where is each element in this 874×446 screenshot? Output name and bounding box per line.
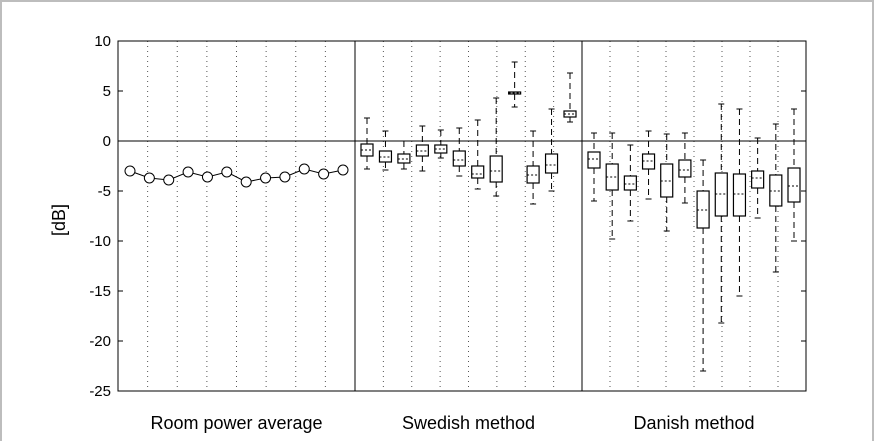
box-plot (415, 125, 429, 172)
box-plot (641, 130, 656, 200)
data-point (318, 168, 330, 180)
box-plot (489, 97, 503, 197)
box (787, 167, 801, 203)
y-tick-label: -25 (89, 383, 111, 400)
box-plot (769, 123, 783, 273)
data-point (221, 166, 233, 178)
y-tick-label: -20 (89, 333, 111, 350)
data-point (337, 164, 349, 176)
box-plot (378, 130, 393, 171)
box-plot (508, 61, 522, 108)
box-plot (751, 137, 765, 219)
panel-label: Swedish method (402, 413, 535, 433)
box (587, 151, 601, 169)
chart: [dB] 10 5 0 -5 -10 -15 -20 -25 Room power averag… (49, 33, 807, 433)
box-plot (360, 117, 374, 170)
box-plot (526, 130, 540, 205)
box-plot (660, 133, 674, 232)
box (544, 153, 559, 174)
y-tick-label: -15 (89, 283, 111, 300)
box-plot (696, 159, 710, 372)
box-plot (714, 103, 728, 324)
y-tick-label: 5 (103, 83, 111, 100)
box (751, 170, 765, 189)
panel-label: Room power average (150, 413, 322, 433)
data-point (182, 166, 194, 178)
box (623, 175, 637, 191)
box-plot (471, 119, 485, 190)
data-point (260, 172, 272, 184)
data-point (163, 174, 175, 186)
y-tick-label: -5 (98, 183, 111, 200)
y-axis-label: [dB] (49, 204, 69, 236)
box-plot (563, 72, 577, 123)
box-plot (732, 108, 747, 297)
box-plot (678, 132, 692, 204)
panel-label: Danish method (633, 413, 754, 433)
data-point (124, 165, 136, 177)
box (732, 173, 747, 217)
series-line (129, 168, 344, 183)
box-plot (605, 132, 619, 240)
y-tick-label: 0 (103, 133, 111, 150)
data-point (240, 176, 252, 188)
data-point (143, 172, 155, 184)
box (489, 155, 503, 183)
data-point (201, 171, 213, 183)
box-plot (544, 108, 559, 192)
box-plot (587, 132, 601, 202)
data-point (298, 163, 310, 175)
box-plot (452, 127, 466, 177)
box-plot (397, 140, 411, 170)
box (678, 159, 692, 178)
data-point (279, 171, 291, 183)
y-tick-label: 10 (94, 33, 111, 50)
plot-border (117, 40, 807, 392)
box-plot (623, 144, 637, 222)
box (452, 150, 466, 167)
box-plot (787, 108, 801, 242)
box-plot (434, 129, 448, 159)
y-tick-label: -10 (89, 233, 111, 250)
box (471, 165, 485, 179)
